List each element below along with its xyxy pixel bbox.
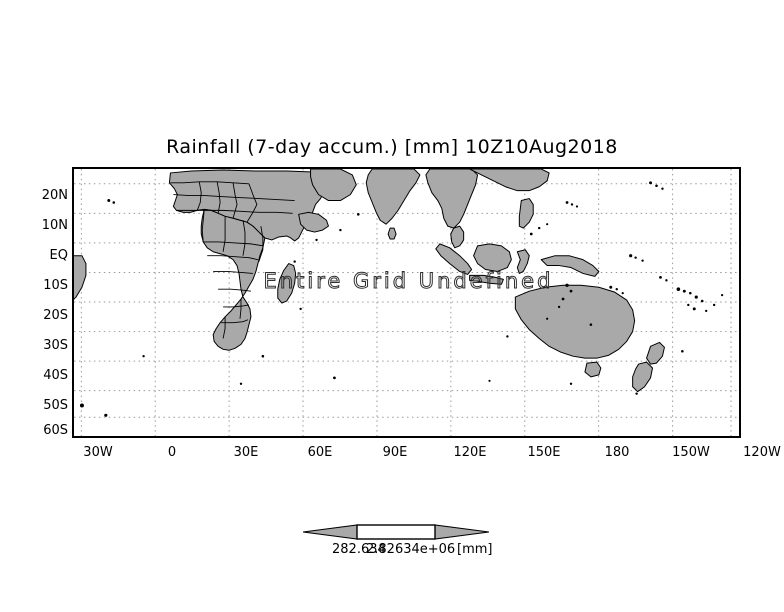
y-tick-20n: 20N	[41, 188, 68, 203]
colorbar-units-label: [mm]	[457, 542, 493, 557]
y-tick-40s: 40S	[43, 368, 68, 383]
landmass-horn-of-africa	[298, 211, 329, 233]
y-tick-50s: 50S	[43, 398, 68, 413]
landmass-africa-south	[200, 208, 266, 351]
colorbar-right-arrow	[434, 524, 489, 540]
landmass-sumatra	[435, 243, 473, 275]
landmass-borneo	[473, 243, 512, 272]
landmass-india	[365, 169, 421, 225]
landmass-east-asia	[469, 169, 550, 192]
landmass-sri-lanka	[387, 227, 397, 240]
x-tick-180: 180	[604, 445, 630, 460]
map-plot-area[interactable]: Entire Grid Undefined	[72, 167, 741, 438]
country-borders	[170, 181, 295, 339]
landmass-new-guinea	[540, 255, 600, 277]
y-tick-60s: 60S	[43, 423, 68, 438]
landmass-madagascar	[277, 263, 297, 304]
world-map-graphic	[74, 169, 739, 436]
colorbar-left-arrow	[303, 524, 358, 540]
map-canvas: Entire Grid Undefined	[74, 169, 739, 436]
x-tick-90e: 90E	[382, 445, 408, 460]
x-tick-150e: 150E	[527, 445, 561, 460]
landmass-indochina	[425, 169, 479, 229]
landmass-new-zealand-north	[646, 341, 665, 365]
landmass-java	[469, 274, 504, 285]
colorbar-tick-low: 282.634	[332, 542, 386, 557]
colorbar-labels: 282.634 2.82634e+06 [mm]	[0, 543, 784, 559]
y-axis-tick-labels: 20N 10N EQ 10S 20S 30S 40S 50S 60S	[18, 167, 68, 438]
x-tick-30e: 30E	[233, 445, 259, 460]
x-tick-0: 0	[167, 445, 177, 460]
page-title: Rainfall (7-day accum.) [mm] 10Z10Aug201…	[166, 136, 618, 158]
colorbar-center-band	[356, 524, 436, 540]
pacific-islands	[79, 181, 724, 417]
landmass-tasmania	[584, 361, 602, 378]
colorbar-graphic	[303, 524, 489, 540]
landmass-arabia	[310, 169, 357, 202]
y-tick-eq: EQ	[49, 248, 68, 263]
colorbar-tick-high: 2.82634e+06	[366, 542, 456, 557]
colorbar[interactable]	[303, 521, 489, 543]
landmass-malay-peninsula	[450, 225, 465, 249]
x-tick-120w: 120W	[743, 445, 781, 460]
y-tick-30s: 30S	[43, 338, 68, 353]
landmass-south-america-edge	[74, 255, 87, 300]
y-tick-10n: 10N	[41, 218, 68, 233]
x-tick-30w: 30W	[83, 445, 113, 460]
landmass-new-zealand-south	[632, 361, 654, 393]
x-axis-tick-labels: 30W 0 30E 60E 90E 120E 150E 180 150W 120…	[72, 445, 781, 466]
landmass-philippines	[518, 198, 534, 229]
y-tick-10s: 10S	[43, 278, 68, 293]
y-tick-20s: 20S	[43, 308, 68, 323]
x-tick-120e: 120E	[453, 445, 487, 460]
landmass-australia	[514, 284, 636, 359]
x-tick-150w: 150W	[672, 445, 710, 460]
landmass-sulawesi	[516, 249, 530, 274]
x-tick-60e: 60E	[307, 445, 333, 460]
